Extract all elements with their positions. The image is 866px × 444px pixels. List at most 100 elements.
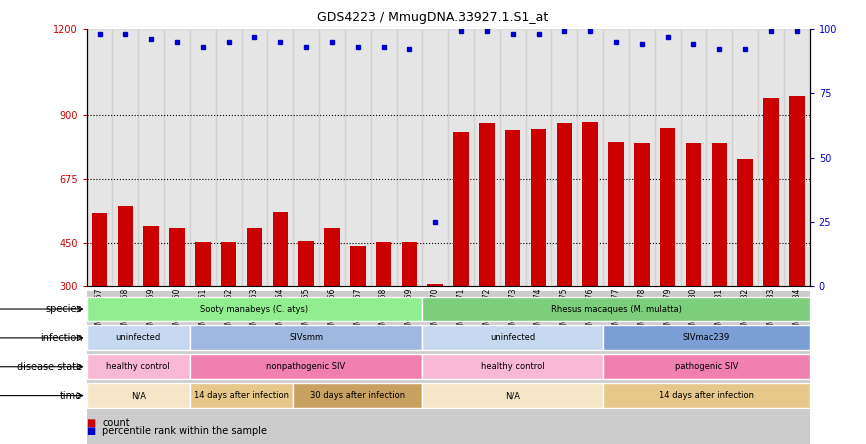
Bar: [758, 29, 784, 286]
Bar: [87, 383, 190, 408]
Bar: [345, 29, 371, 286]
Bar: [634, 143, 650, 372]
Bar: [557, 123, 572, 372]
Bar: [789, 96, 805, 372]
Bar: [350, 246, 365, 372]
Bar: [169, 228, 184, 372]
Text: healthy control: healthy control: [481, 362, 545, 371]
Bar: [397, 29, 423, 286]
Bar: [87, 325, 190, 350]
Bar: [758, 291, 784, 444]
Bar: [737, 159, 753, 372]
Bar: [603, 29, 629, 286]
Bar: [345, 291, 371, 444]
Text: count: count: [102, 418, 130, 428]
Bar: [629, 29, 655, 286]
Text: disease state: disease state: [17, 362, 82, 372]
Text: SIVsmm: SIVsmm: [289, 333, 323, 342]
Bar: [247, 228, 262, 372]
Text: nonpathogenic SIV: nonpathogenic SIV: [267, 362, 346, 371]
Bar: [242, 291, 268, 444]
Bar: [92, 214, 107, 372]
Bar: [273, 212, 288, 372]
Bar: [294, 383, 423, 408]
Bar: [87, 354, 190, 379]
Bar: [428, 284, 443, 372]
Text: Sooty manabeys (C. atys): Sooty manabeys (C. atys): [200, 305, 308, 313]
Text: ■: ■: [87, 426, 96, 436]
Bar: [324, 228, 339, 372]
Bar: [603, 383, 810, 408]
Bar: [733, 291, 758, 444]
Bar: [216, 29, 242, 286]
Text: uninfected: uninfected: [116, 333, 161, 342]
Bar: [526, 29, 552, 286]
Bar: [603, 325, 810, 350]
Bar: [474, 29, 500, 286]
Bar: [552, 29, 578, 286]
Text: pathogenic SIV: pathogenic SIV: [675, 362, 738, 371]
Bar: [195, 242, 210, 372]
Bar: [319, 29, 345, 286]
Text: SIVmac239: SIVmac239: [682, 333, 730, 342]
Text: ■: ■: [87, 418, 96, 428]
Bar: [660, 127, 675, 372]
Bar: [686, 143, 701, 372]
Bar: [87, 291, 113, 444]
Text: infection: infection: [40, 333, 82, 343]
Bar: [479, 123, 494, 372]
Bar: [681, 29, 707, 286]
Bar: [784, 29, 810, 286]
Bar: [268, 291, 294, 444]
Bar: [319, 291, 345, 444]
Text: uninfected: uninfected: [490, 333, 535, 342]
Bar: [164, 29, 190, 286]
Bar: [139, 291, 164, 444]
Bar: [655, 29, 681, 286]
Bar: [221, 242, 236, 372]
Bar: [423, 325, 603, 350]
Bar: [397, 291, 423, 444]
Bar: [763, 98, 779, 372]
Bar: [655, 291, 681, 444]
Bar: [681, 291, 707, 444]
Text: 14 days after infection: 14 days after infection: [194, 391, 289, 400]
Text: Rhesus macaques (M. mulatta): Rhesus macaques (M. mulatta): [551, 305, 682, 313]
Bar: [402, 242, 417, 372]
Bar: [603, 291, 629, 444]
Bar: [712, 143, 727, 372]
Text: species: species: [46, 304, 82, 314]
Text: healthy control: healthy control: [107, 362, 170, 371]
Bar: [629, 291, 655, 444]
Bar: [190, 291, 216, 444]
Bar: [299, 241, 313, 372]
Bar: [448, 29, 474, 286]
Bar: [190, 29, 216, 286]
Bar: [733, 29, 758, 286]
Bar: [578, 29, 603, 286]
Bar: [371, 291, 397, 444]
Bar: [371, 29, 397, 286]
Text: percentile rank within the sample: percentile rank within the sample: [102, 426, 268, 436]
Bar: [453, 132, 469, 372]
Bar: [216, 291, 242, 444]
Bar: [784, 291, 810, 444]
Bar: [474, 291, 500, 444]
Bar: [707, 291, 733, 444]
Bar: [294, 29, 319, 286]
Bar: [552, 291, 578, 444]
Bar: [190, 383, 294, 408]
Bar: [500, 291, 526, 444]
Bar: [164, 291, 190, 444]
Text: GDS4223 / MmugDNA.33927.1.S1_at: GDS4223 / MmugDNA.33927.1.S1_at: [317, 11, 549, 24]
Bar: [190, 325, 423, 350]
Bar: [87, 29, 113, 286]
Bar: [242, 29, 268, 286]
Bar: [190, 354, 423, 379]
Bar: [423, 354, 603, 379]
Bar: [423, 297, 810, 321]
Text: time: time: [60, 391, 82, 400]
Bar: [583, 122, 598, 372]
Bar: [603, 354, 810, 379]
Text: N/A: N/A: [505, 391, 520, 400]
